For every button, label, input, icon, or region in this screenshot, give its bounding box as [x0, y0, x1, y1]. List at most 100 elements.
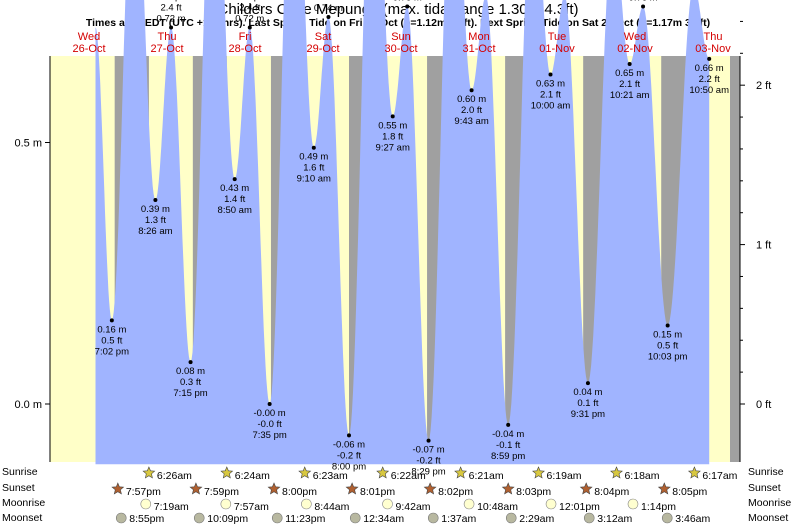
moonrise-time: 10:48am — [477, 501, 518, 513]
y-tick-label-ft: 0 ft — [756, 399, 771, 411]
moonset-icon — [115, 512, 127, 524]
day-name: Wed — [624, 31, 646, 43]
sunrise-time: 6:23am — [313, 470, 348, 482]
extreme-point — [548, 72, 553, 77]
day-name: Fri — [239, 31, 252, 43]
extreme-point — [390, 114, 395, 119]
moonset-label-right: Moonset — [748, 512, 788, 524]
low-time: 9:27 am — [376, 142, 410, 153]
moonset-icon — [583, 512, 595, 524]
moonset-icon — [349, 512, 361, 524]
plot-edge — [730, 56, 740, 462]
low-time: 10:50 am — [689, 85, 729, 96]
sunset-icon — [267, 482, 281, 495]
moonrise-time: 7:57am — [234, 501, 269, 513]
sunrise-label-right: Sunrise — [748, 466, 784, 478]
day-date: 27-Oct — [150, 43, 183, 55]
sunset-time: 7:57pm — [126, 486, 161, 498]
extreme-point — [347, 433, 351, 438]
high-m: 0.74 m — [314, 3, 343, 14]
extreme-point — [247, 25, 252, 30]
moonrise-icon — [627, 498, 639, 510]
moonrise-icon — [545, 498, 557, 510]
low-ft: 2.1 ft — [619, 79, 640, 90]
moonrise-label-left: Moonrise — [2, 497, 45, 509]
sunrise-time: 6:21am — [469, 470, 504, 482]
low-ft: 0.5 ft — [657, 341, 678, 352]
low-m: -0.00 m — [254, 408, 286, 419]
moonset-time: 1:37am — [441, 513, 476, 525]
sunset-label-left: Sunset — [2, 482, 35, 494]
extreme-point — [232, 177, 237, 182]
sunset-icon — [657, 482, 671, 495]
low-time: 7:15 pm — [173, 388, 207, 399]
tide-area-path — [95, 0, 710, 465]
low-ft: 0.1 ft — [577, 398, 598, 409]
low-ft: 1.4 ft — [224, 194, 245, 205]
low-time: 7:02 pm — [95, 346, 129, 357]
chart-title: Childers Cove Mepunga (max. tidal range … — [217, 1, 578, 18]
extreme-point — [311, 145, 316, 150]
day-date: 01-Nov — [539, 43, 575, 55]
sunrise-icon — [220, 466, 234, 479]
low-m: 0.16 m — [97, 324, 126, 335]
sunrise-time: 6:19am — [547, 470, 582, 482]
low-ft: 1.6 ft — [303, 163, 324, 174]
low-ft: 2.1 ft — [540, 90, 561, 101]
sunrise-time: 6:26am — [157, 470, 192, 482]
day-name: Mon — [468, 31, 489, 43]
day-name: Tue — [548, 31, 567, 43]
sunrise-icon — [298, 466, 312, 479]
sunset-time: 7:59pm — [204, 486, 239, 498]
y-tick-label-ft: 2 ft — [756, 80, 771, 92]
sunset-icon — [423, 482, 437, 495]
sunrise-label-left: Sunrise — [2, 466, 38, 478]
sunset-label-right: Sunset — [748, 482, 781, 494]
sunrise-icon — [532, 466, 545, 479]
extreme-point — [627, 62, 632, 67]
low-ft: -0.2 ft — [416, 456, 441, 467]
low-m: -0.07 m — [412, 445, 444, 456]
low-m: 0.66 m — [695, 63, 724, 74]
sunset-icon — [501, 482, 515, 495]
moonrise-icon — [220, 498, 232, 510]
sunrise-icon — [376, 466, 390, 479]
moonrise-icon — [463, 498, 475, 510]
moonrise-time: 7:19am — [154, 501, 189, 513]
moonrise-time: 8:44am — [314, 501, 349, 513]
low-ft: -0.0 ft — [257, 419, 282, 430]
low-m: 0.43 m — [220, 183, 249, 194]
sunrise-icon — [610, 466, 623, 479]
extreme-point — [506, 422, 511, 427]
low-time: 9:31 pm — [571, 409, 605, 420]
moonset-time: 11:23pm — [285, 513, 325, 525]
high-m: 0.76 m — [393, 0, 422, 4]
low-time: 10:21 am — [610, 90, 650, 101]
extreme-point — [469, 88, 474, 93]
low-time: 8:59 pm — [491, 451, 525, 462]
extreme-point — [169, 25, 174, 30]
moonrise-icon — [382, 498, 393, 510]
y-tick-label-m: 0.0 m — [14, 399, 42, 411]
day-date: 26-Oct — [72, 43, 105, 55]
moonset-icon — [427, 512, 439, 524]
low-time: 10:03 pm — [648, 352, 688, 363]
sunrise-time: 6:24am — [235, 470, 270, 482]
sunset-icon — [189, 482, 203, 495]
low-ft: 2.0 ft — [461, 105, 482, 116]
chart-subtitle: Times are AEDT (UTC +11.0hrs). Last Spri… — [86, 17, 710, 29]
sunset-icon — [345, 482, 359, 495]
low-m: 0.55 m — [378, 120, 407, 131]
high-m: 0.76 m — [629, 0, 658, 4]
low-ft: -0.1 ft — [496, 440, 521, 451]
day-date: 29-Oct — [306, 43, 339, 55]
low-m: 0.08 m — [176, 366, 205, 377]
high-time: 1:15 pm — [154, 0, 188, 2]
sunrise-time: 6:18am — [624, 470, 659, 482]
extreme-point — [641, 4, 646, 9]
low-time: 8:29 pm — [411, 467, 445, 478]
sunrise-icon — [454, 466, 468, 479]
low-time: 9:43 am — [454, 116, 488, 127]
extreme-point — [188, 360, 193, 365]
